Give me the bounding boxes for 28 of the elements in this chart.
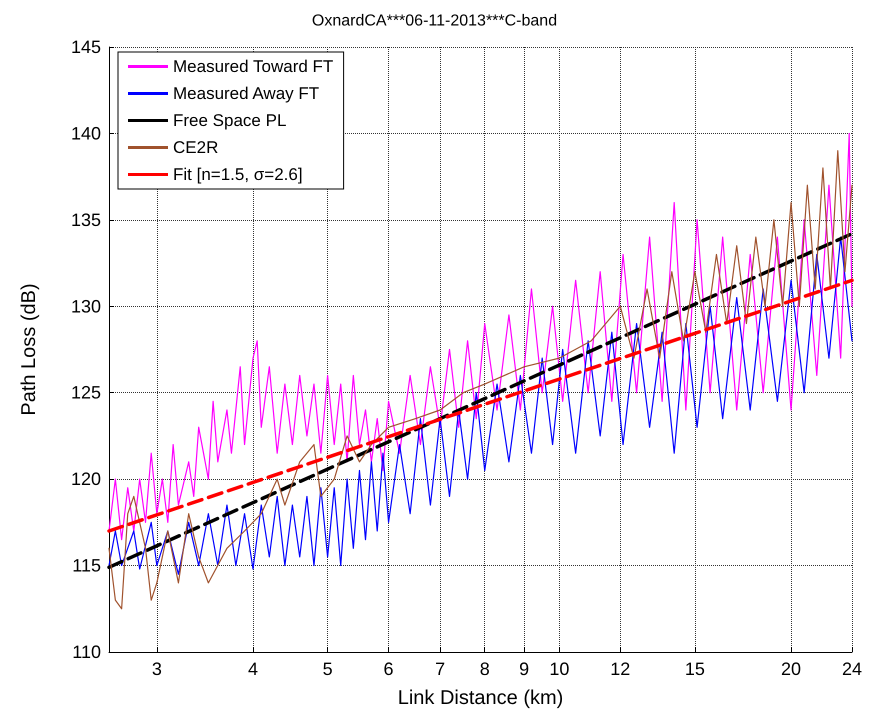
y-tick-label: 135	[70, 210, 101, 230]
x-tick-label: 3	[152, 659, 162, 679]
y-tick-label: 130	[70, 296, 101, 316]
y-tick-label: 120	[70, 469, 101, 490]
y-tick-label: 145	[70, 37, 101, 57]
x-tick-label: 10	[549, 659, 570, 679]
x-tick-label: 9	[519, 659, 530, 679]
x-tick-label: 15	[684, 659, 705, 679]
legend-label: Measured Away FT	[173, 84, 320, 103]
x-tick-label: 6	[384, 659, 394, 679]
chart-title: OxnardCA***06-11-2013***C-band	[312, 12, 558, 30]
y-tick-label: 110	[72, 642, 101, 662]
x-tick-label: 24	[842, 659, 862, 679]
legend-label: Free Space PL	[173, 111, 286, 130]
x-axis-title: Link Distance (km)	[398, 687, 564, 709]
x-tick-label: 4	[248, 659, 258, 679]
legend-label: Fit [n=1.5, σ=2.6]	[173, 165, 303, 184]
y-tick-label: 140	[70, 123, 101, 144]
y-tick-label: 125	[70, 382, 101, 403]
legend-label: Measured Toward FT	[173, 57, 334, 76]
x-tick-label: 12	[610, 659, 630, 679]
x-tick-label: 20	[781, 659, 802, 679]
y-tick-label: 115	[72, 556, 101, 576]
x-tick-label: 7	[435, 659, 446, 679]
x-tick-label: 5	[322, 659, 333, 679]
y-axis-title: Path Loss (dB)	[18, 283, 40, 416]
legend-label: CE2R	[173, 138, 218, 157]
x-tick-label: 8	[480, 659, 490, 679]
